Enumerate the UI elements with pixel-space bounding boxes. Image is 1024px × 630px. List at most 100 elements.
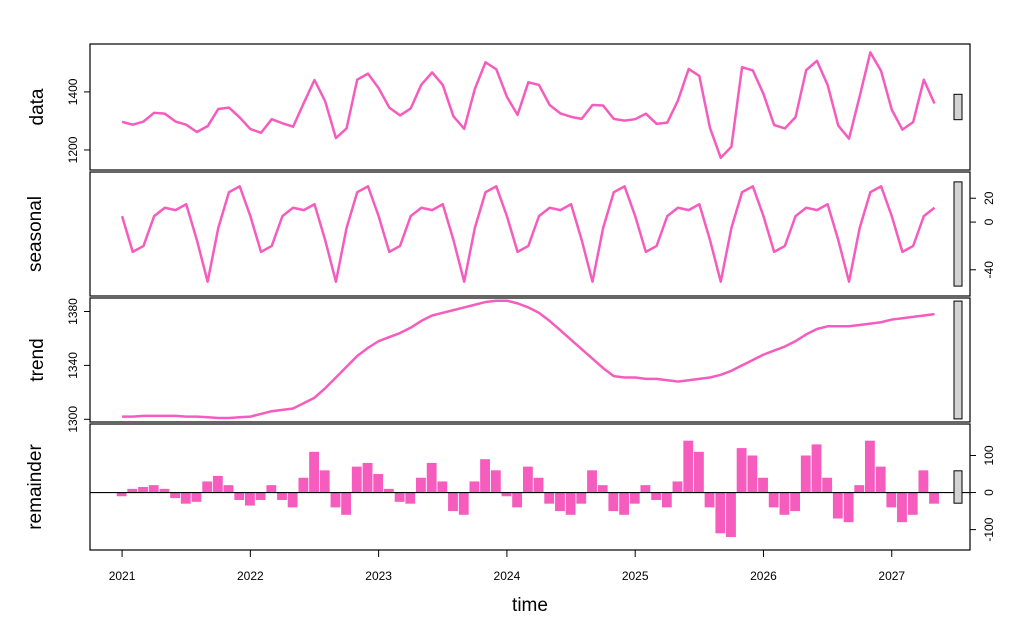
bar bbox=[266, 485, 277, 493]
bar bbox=[929, 492, 939, 504]
bar bbox=[469, 481, 480, 493]
bar bbox=[907, 492, 918, 515]
bar bbox=[512, 492, 523, 508]
x-tick-label: 2021 bbox=[109, 569, 136, 583]
bar bbox=[148, 485, 159, 493]
bar bbox=[277, 492, 287, 500]
bar bbox=[811, 444, 822, 493]
bar bbox=[886, 492, 897, 508]
bar bbox=[779, 492, 790, 515]
bar bbox=[544, 492, 555, 504]
x-axis-title: time bbox=[512, 595, 548, 616]
y-tick-label: 1340 bbox=[66, 352, 80, 379]
scale-bar bbox=[953, 93, 963, 121]
y-tick-label: 1300 bbox=[66, 406, 80, 433]
bar bbox=[918, 470, 929, 493]
bar bbox=[565, 492, 576, 515]
y-tick-label: 100 bbox=[982, 445, 996, 465]
bar bbox=[897, 492, 907, 523]
bar bbox=[426, 462, 437, 493]
series-line bbox=[122, 299, 935, 420]
y-tick-label: 0 bbox=[982, 489, 996, 496]
bar bbox=[319, 470, 330, 493]
y-tick-label: 1400 bbox=[66, 78, 80, 105]
bar bbox=[822, 477, 833, 493]
bar bbox=[298, 477, 309, 493]
bar bbox=[619, 492, 630, 515]
bar bbox=[693, 451, 704, 493]
bar bbox=[832, 492, 843, 519]
bar bbox=[790, 492, 801, 512]
bar bbox=[683, 440, 694, 493]
bar bbox=[437, 481, 448, 493]
bar bbox=[234, 492, 245, 500]
y-tick-label: 1200 bbox=[66, 136, 80, 163]
panel-frame bbox=[89, 43, 971, 171]
bar bbox=[394, 492, 405, 502]
bar bbox=[212, 475, 223, 493]
bar bbox=[522, 466, 533, 493]
bar bbox=[330, 492, 341, 508]
bar bbox=[715, 492, 726, 534]
bar bbox=[800, 455, 811, 493]
bar bbox=[405, 492, 416, 504]
panel-frame bbox=[89, 171, 971, 297]
bar bbox=[533, 477, 544, 493]
x-tick-label: 2025 bbox=[622, 569, 649, 583]
series-line bbox=[121, 51, 936, 160]
x-tick-label: 2026 bbox=[750, 569, 777, 583]
bar bbox=[854, 485, 865, 493]
y-tick-label: -100 bbox=[982, 517, 996, 541]
bar bbox=[191, 492, 202, 502]
bar bbox=[416, 477, 426, 493]
bar bbox=[383, 488, 394, 493]
bar bbox=[490, 470, 501, 493]
bar bbox=[180, 492, 191, 504]
bar bbox=[159, 488, 170, 493]
y-tick-label: 0 bbox=[982, 218, 996, 225]
bar bbox=[747, 455, 758, 493]
x-tick-label: 2024 bbox=[494, 569, 521, 583]
scale-bar bbox=[953, 181, 963, 287]
bar bbox=[758, 477, 768, 493]
x-tick-label: 2027 bbox=[878, 569, 905, 583]
series-line bbox=[120, 185, 936, 283]
bar bbox=[875, 466, 886, 493]
bar bbox=[587, 470, 597, 493]
bar bbox=[661, 492, 672, 508]
bar bbox=[726, 492, 736, 538]
bar bbox=[341, 492, 352, 515]
bar bbox=[448, 492, 458, 512]
y-tick-label: 1380 bbox=[66, 298, 80, 325]
bar bbox=[116, 492, 127, 497]
x-tick-label: 2022 bbox=[237, 569, 264, 583]
scale-bar bbox=[953, 470, 963, 504]
y-axis-title: seasonal bbox=[25, 196, 46, 272]
bar bbox=[651, 492, 662, 500]
bar bbox=[640, 485, 651, 493]
bar bbox=[127, 488, 138, 493]
bar bbox=[362, 462, 373, 493]
y-axis-title: data bbox=[27, 88, 48, 125]
bar bbox=[255, 492, 266, 500]
bar bbox=[287, 492, 298, 508]
bar bbox=[576, 492, 587, 504]
bar bbox=[138, 487, 148, 493]
scale-bar bbox=[953, 300, 963, 420]
y-tick-label: -40 bbox=[982, 261, 996, 279]
bar bbox=[672, 481, 683, 493]
bar bbox=[309, 451, 319, 493]
bar bbox=[501, 492, 512, 497]
bar bbox=[351, 466, 362, 493]
bar bbox=[245, 492, 255, 506]
bar bbox=[202, 481, 213, 493]
bar bbox=[768, 492, 779, 508]
bar bbox=[555, 492, 565, 512]
panel-frame bbox=[89, 423, 971, 551]
bar bbox=[597, 485, 608, 493]
bar bbox=[704, 492, 715, 508]
bar bbox=[480, 459, 490, 493]
bar bbox=[223, 485, 234, 493]
bar bbox=[170, 492, 181, 499]
